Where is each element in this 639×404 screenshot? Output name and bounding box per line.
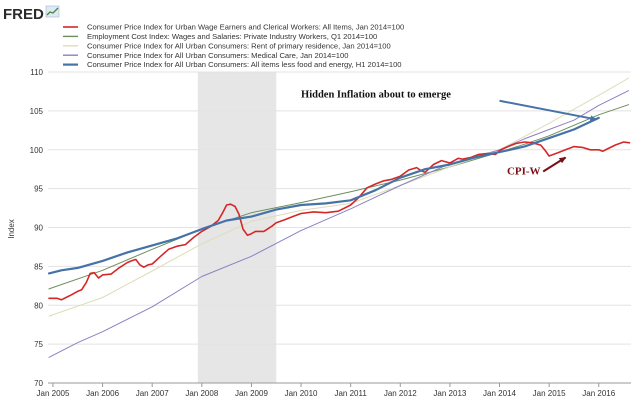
annotation-arrow	[542, 156, 567, 173]
y-tick-label: 80	[34, 301, 43, 310]
x-tick-label: Jan 2005	[37, 389, 70, 398]
x-tick-label: Jan 2014	[483, 389, 516, 398]
x-tick-label: Jan 2010	[285, 389, 318, 398]
x-tick-label: Jan 2016	[582, 389, 615, 398]
annotations: Hidden Inflation about to emerge CPI-W	[301, 90, 598, 178]
x-axis: Jan 2005 Jan 2006 Jan 2007 Jan 2008 Jan 2009…	[37, 382, 631, 398]
chart-line-icon	[45, 5, 60, 18]
legend-entry: Consumer Price Index for All Urban Consu…	[87, 41, 391, 50]
y-tick-label: 110	[30, 68, 43, 77]
series-line-1[interactable]	[48, 104, 629, 290]
y-axis-label: Index	[7, 219, 16, 239]
annotation-arrow	[499, 99, 598, 122]
legend-entry: Employment Cost Index: Wages and Salarie…	[87, 32, 377, 41]
y-tick-label: 90	[34, 224, 43, 233]
plot-area: Hidden Inflation about to emerge CPI-W	[47, 71, 631, 384]
legend-entry: Consumer Price Index for All Urban Consu…	[87, 51, 348, 60]
y-tick-label: 85	[34, 262, 43, 271]
x-tick-label: Jan 2012	[384, 389, 417, 398]
legend-entry: Consumer Price Index for All Urban Consu…	[87, 60, 402, 69]
x-tick-label: Jan 2009	[235, 389, 268, 398]
x-tick-label: Jan 2008	[185, 389, 218, 398]
fred-logo-text: FRED	[3, 6, 44, 23]
annotation-text: Hidden Inflation about to emerge	[301, 90, 451, 101]
x-tick-label: Jan 2007	[136, 389, 169, 398]
y-axis: 70 75 80 85 90 95 100 105 110	[30, 68, 44, 388]
series-lines	[47, 77, 631, 358]
y-tick-label: 95	[34, 185, 43, 194]
x-tick-label: Jan 2015	[533, 389, 566, 398]
chart-legend: Consumer Price Index for Urban Wage Earn…	[63, 23, 404, 69]
fred-logo[interactable]: FRED	[3, 5, 60, 23]
annotation-text: CPI-W	[507, 166, 541, 178]
legend-entry: Consumer Price Index for Urban Wage Earn…	[87, 23, 404, 32]
x-tick-label: Jan 2011	[334, 389, 367, 398]
y-tick-label: 105	[30, 107, 44, 116]
y-tick-label: 100	[30, 146, 44, 155]
series-line-4[interactable]	[47, 116, 600, 275]
x-tick-label: Jan 2006	[86, 389, 119, 398]
series-line-2[interactable]	[48, 77, 629, 317]
series-line-3[interactable]	[48, 90, 629, 358]
y-tick-label: 70	[34, 379, 43, 388]
x-tick-label: Jan 2013	[433, 389, 466, 398]
y-tick-label: 75	[34, 340, 43, 349]
